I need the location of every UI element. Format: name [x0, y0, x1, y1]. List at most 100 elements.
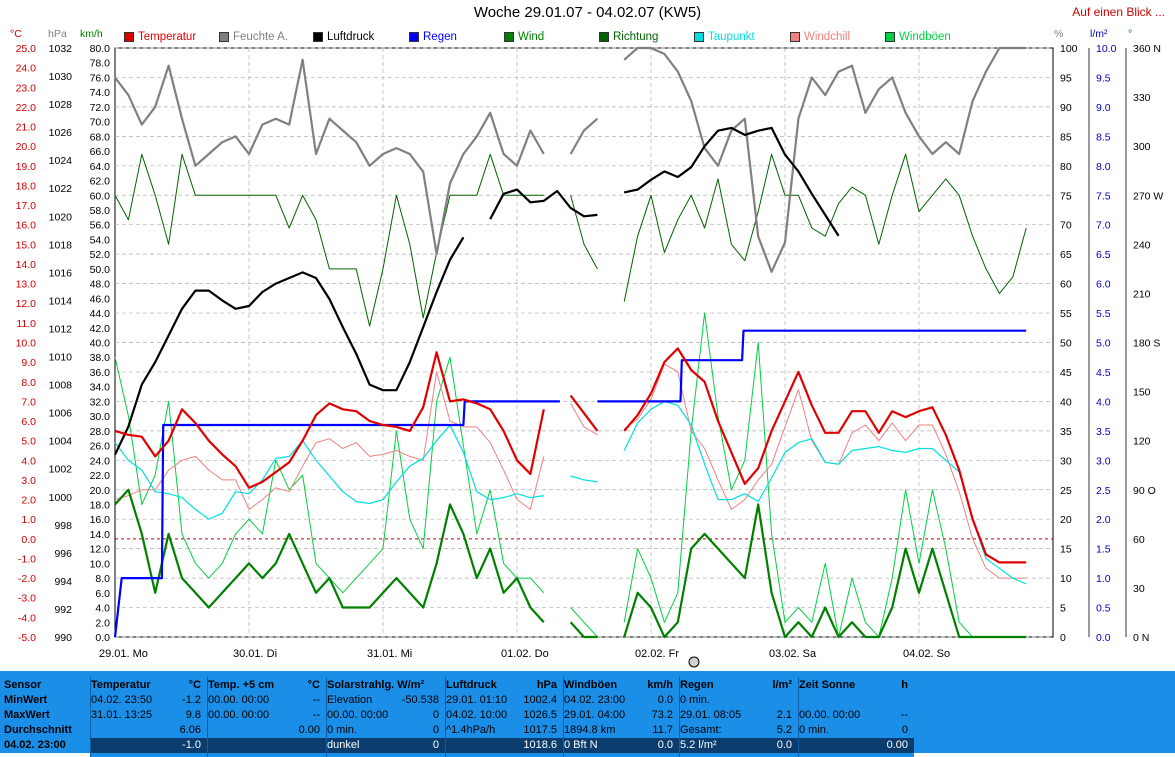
- x-tick-label: 30.01. Di: [233, 648, 277, 660]
- summary-panel-regen: Regen l/m² 0 min. 29.01. 08:05 2.1 Gesamt:…: [679, 677, 798, 757]
- panel-row-value: 73.2: [651, 709, 673, 721]
- legend-item-windchill: Windchill: [790, 31, 850, 43]
- panel-row: ^1.4hPa/h 1017.5: [446, 723, 563, 738]
- weather-chart: 25.0 24.0 23.0 22.0 21.0 20.0 19.0 18.0 17.0 16.0…: [16, 43, 1163, 668]
- legend-label: Regen: [423, 31, 457, 43]
- tick-label: 20.0: [16, 141, 37, 153]
- panel-header: Windböen km/h: [564, 677, 679, 693]
- legend-item-feuchte-a: Feuchte A.: [219, 31, 288, 43]
- legend-label: Temperatur: [138, 31, 197, 43]
- tick-label: 85: [1060, 131, 1072, 143]
- panel-row-value: 0: [432, 739, 439, 751]
- legend-label: Wind: [518, 31, 545, 43]
- legend-label: Richtung: [613, 31, 659, 43]
- tick-label: 1.5: [1096, 544, 1111, 556]
- tick-label: 1.0: [1096, 573, 1111, 585]
- legend-swatch: [124, 32, 134, 42]
- legend-swatch: [694, 32, 704, 42]
- panel-row-value: 2.1: [776, 709, 792, 721]
- tick-label: 36.0: [90, 367, 111, 379]
- panel-row: 00.00. 00:00 --: [799, 708, 914, 723]
- overview-link[interactable]: Auf einen Blick ...: [1072, 5, 1165, 19]
- tick-label: 24.0: [90, 455, 111, 467]
- x-tick-label: 03.02. Sa: [769, 648, 817, 660]
- panel-row: -1.0: [91, 738, 207, 753]
- tick-label: 42.0: [90, 323, 111, 335]
- tick-label: 270 W: [1133, 190, 1163, 202]
- legend-item-luftdruck: Luftdruck: [313, 31, 374, 43]
- panel-row-label: 00.00. 00:00: [799, 709, 861, 721]
- sensor-row-current: 04.02. 23:00: [4, 739, 66, 751]
- panel-unit: h: [901, 679, 908, 691]
- tick-label: 52.0: [90, 249, 111, 261]
- panel-row-value: --: [312, 694, 320, 706]
- panel-row: 1018.6: [446, 738, 563, 753]
- legend-item-wind: Wind: [504, 31, 544, 43]
- tick-label: 100: [1060, 43, 1078, 55]
- tick-label: 19.0: [16, 161, 37, 173]
- tick-label: 8.0: [95, 573, 110, 585]
- tick-label: 1012: [49, 323, 73, 335]
- panel-row: [799, 693, 914, 708]
- tick-label: 45: [1060, 367, 1072, 379]
- sensor-row-avg: Durchschnitt: [4, 724, 72, 736]
- tick-label: 0.0: [95, 632, 110, 644]
- tick-label: 240: [1133, 239, 1151, 251]
- tick-label: 998: [54, 520, 72, 532]
- series-line-wind: [114, 488, 1027, 639]
- panel-title: Regen: [680, 679, 714, 691]
- x-tick-label: 02.02. Fr: [635, 648, 679, 660]
- panel-row: 0 min.: [680, 693, 798, 708]
- panel-row-label: 31.01. 13:25: [91, 709, 153, 721]
- tick-label: 48.0: [90, 279, 111, 291]
- sensor-header: Sensor: [4, 679, 42, 691]
- axis-humidity-pct: 1009590858075706560555045403530252015105…: [1060, 43, 1078, 644]
- tick-label: 55: [1060, 308, 1072, 320]
- tick-label: -2.0: [18, 573, 36, 585]
- grid-lines: [115, 47, 1053, 638]
- tick-label: 16.0: [16, 220, 37, 232]
- tick-label: 21.0: [16, 122, 37, 134]
- x-tick-label: 29.01. Mo: [99, 648, 148, 660]
- legend-item-regen: Regen: [409, 31, 457, 43]
- tick-label: 1030: [49, 71, 73, 83]
- panel-row: 04.02. 23:00 0.0: [564, 693, 679, 708]
- panel-row-value: 0: [432, 724, 439, 736]
- panel-row: Gesamt: 5.2: [680, 723, 798, 738]
- panel-title: Windböen: [564, 679, 618, 691]
- tick-label: 990: [54, 632, 72, 644]
- panel-unit: hPa: [536, 679, 557, 691]
- panel-unit: °C: [307, 679, 320, 691]
- legend-swatch: [219, 32, 229, 42]
- tick-label: 28.0: [90, 426, 111, 438]
- tick-label: 18.0: [16, 180, 37, 192]
- legend-swatch: [790, 32, 800, 42]
- panel-header: Solarstrahlg. W/m²: [327, 677, 445, 693]
- tick-label: 60.0: [90, 190, 111, 202]
- panel-unit: km/h: [647, 679, 673, 691]
- panel-row-label: dunkel: [327, 739, 360, 751]
- tick-label: 0.0: [1096, 632, 1111, 644]
- wind-unit-label: km/h: [80, 28, 103, 40]
- tick-label: 34.0: [90, 382, 111, 394]
- tick-label: 1032: [49, 43, 73, 55]
- legend-item-taupunkt: Taupunkt: [694, 31, 755, 43]
- axis-direction-deg: 360 N 330 300 270 W 240 210 180 S 150 120 90 O 60 3…: [1133, 43, 1163, 644]
- tick-label: 4.0: [95, 603, 110, 615]
- panel-row-value: 1017.5: [523, 724, 557, 736]
- summary-panel-windb-en: Windböen km/h 04.02. 23:00 0.0 29.01. 04:0…: [563, 677, 679, 757]
- tick-label: 22.0: [90, 470, 111, 482]
- tick-label: 25.0: [16, 43, 37, 55]
- panel-row-label: Elevation: [327, 694, 373, 706]
- panel-row-label: 00.00. 00:00: [327, 709, 389, 721]
- x-tick-label: 01.02. Do: [501, 648, 549, 660]
- tick-label: 7.5: [1096, 190, 1111, 202]
- tick-label: 3.0: [21, 475, 36, 487]
- tick-label: 3.0: [1096, 455, 1111, 467]
- tick-label: 40: [1060, 396, 1072, 408]
- legend-item-richtung: Richtung: [599, 31, 658, 43]
- panel-row-label: 04.02. 23:00: [564, 694, 626, 706]
- panel-row-value: 1026.5: [523, 709, 557, 721]
- tick-label: 38.0: [90, 352, 111, 364]
- tick-label: 20: [1060, 514, 1072, 526]
